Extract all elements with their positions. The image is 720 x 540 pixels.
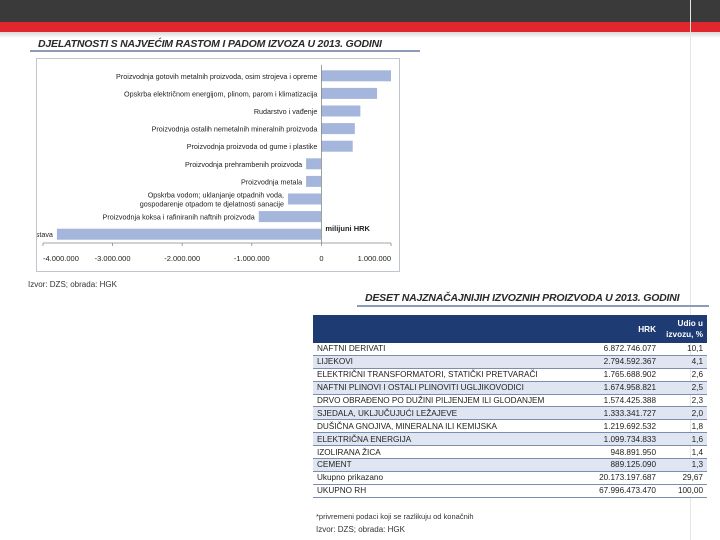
table-title: DESET NAJZNAČAJNIJIH IZVOZNIH PROIZVODA … — [365, 292, 680, 304]
cell-hrk: 20.173.197.687 — [566, 471, 660, 485]
category-label: Proizvodnja metala — [241, 177, 302, 186]
category-label: Opskrba vodom; uklanjanje otpadnih voda,… — [140, 191, 284, 209]
header-share: Udio u izvozu, % — [660, 315, 707, 343]
chart-title: DJELATNOSTI S NAJVEĆIM RASTOM I PADOM IZ… — [38, 38, 382, 50]
cell-share: 29,67 — [660, 471, 707, 485]
cell-product: CEMENT — [313, 458, 566, 472]
bar — [321, 105, 361, 117]
header-product — [313, 315, 566, 343]
cell-hrk: 1.765.688.902 — [566, 368, 660, 382]
cell-share: 1,4 — [660, 445, 707, 460]
slide-top-band — [0, 0, 720, 22]
cell-hrk: 1.333.341.727 — [566, 406, 660, 421]
cell-product: DRVO OBRAĐENO PO DUŽINI PILJENJEM ILI GL… — [313, 394, 566, 408]
unit-label: milijuni HRK — [325, 224, 370, 233]
bar — [306, 175, 322, 187]
table-row: IZOLIRANA ŽICA 948.891.950 1,4 — [313, 445, 707, 460]
category-label: Proizvodnja ostalih prijevoznih sredstav… — [37, 230, 53, 239]
table-row: Ukupno prikazano 20.173.197.687 29,67 — [313, 471, 707, 485]
table-row: NAFTNI PLINOVI I OSTALI PLINOVITI UGLJIK… — [313, 381, 707, 395]
cell-hrk: 67.996.473.470 — [566, 484, 660, 498]
bar — [56, 228, 322, 240]
cell-hrk: 889.125.090 — [566, 458, 660, 472]
cell-share: 2,0 — [660, 406, 707, 421]
export-products-table: HRK Udio u izvozu, % NAFTNI DERIVATI 6.87… — [313, 315, 707, 498]
x-tick-label: -1.000.000 — [234, 254, 270, 263]
bar — [258, 211, 322, 223]
cell-share: 2,6 — [660, 368, 707, 382]
cell-product: IZOLIRANA ŽICA — [313, 445, 566, 460]
x-tick-label: 1.000.000 — [358, 254, 391, 263]
table-body: NAFTNI DERIVATI 6.872.746.077 10,1 LIJEKOVI… — [313, 343, 707, 498]
cell-product: ELEKTRIČNA ENERGIJA — [313, 432, 566, 447]
table-row: CEMENT 889.125.090 1,3 — [313, 458, 707, 472]
cell-product: LIJEKOVI — [313, 355, 566, 369]
cell-product: Ukupno prikazano — [313, 471, 566, 485]
x-tick-label: -3.000.000 — [95, 254, 131, 263]
table-note: *privremeni podaci koji se razlikuju od … — [316, 512, 474, 521]
cell-hrk: 948.891.950 — [566, 445, 660, 460]
cell-share: 1,8 — [660, 419, 707, 434]
cell-hrk: 1.219.692.532 — [566, 419, 660, 434]
cell-product: NAFTNI PLINOVI I OSTALI PLINOVITI UGLJIK… — [313, 381, 566, 395]
bar-chart: Proizvodnja gotovih metalnih proizvoda, … — [37, 65, 392, 263]
category-label: Rudarstvo i vađenje — [254, 107, 318, 116]
chart-title-rule — [30, 50, 420, 52]
chart-source: Izvor: DZS; obrada: HGK — [28, 280, 117, 289]
header-hrk: HRK — [566, 315, 660, 343]
x-tick-label: -2.000.000 — [164, 254, 200, 263]
cell-hrk: 1.099.734.833 — [566, 432, 660, 447]
category-label: Proizvodnja proizvoda od gume i plastike — [187, 142, 318, 151]
cell-product: SJEDALA, UKLJUČUJUĆI LEŽAJEVE — [313, 406, 566, 421]
cell-hrk: 2.794.592.367 — [566, 355, 660, 369]
x-tick-label: 0 — [319, 254, 323, 263]
cell-product: UKUPNO RH — [313, 484, 566, 498]
category-label: Proizvodnja prehrambenih proizvoda — [185, 160, 302, 169]
bar-chart-frame: Proizvodnja gotovih metalnih proizvoda, … — [36, 58, 400, 272]
table-row: NAFTNI DERIVATI 6.872.746.077 10,1 — [313, 343, 707, 356]
slide-accent-band — [0, 22, 720, 32]
cell-product: DUŠIČNA GNOJIVA, MINERALNA ILI KEMIJSKA — [313, 419, 566, 434]
cell-share: 4,1 — [660, 355, 707, 369]
table-row: LIJEKOVI 2.794.592.367 4,1 — [313, 355, 707, 369]
table-title-rule — [357, 305, 709, 307]
cell-hrk: 6.872.746.077 — [566, 343, 660, 356]
table-row: DRVO OBRAĐENO PO DUŽINI PILJENJEM ILI GL… — [313, 394, 707, 408]
bar — [321, 70, 391, 82]
table-row: ELEKTRIČNA ENERGIJA 1.099.734.833 1,6 — [313, 432, 707, 447]
bar — [287, 193, 322, 205]
cell-share: 10,1 — [660, 343, 707, 356]
cell-share: 2,5 — [660, 381, 707, 395]
cell-product: ELEKTRIČNI TRANSFORMATORI, STATIČKI PRET… — [313, 368, 566, 382]
x-tick-label: -4.000.000 — [43, 254, 79, 263]
category-label: Proizvodnja gotovih metalnih proizvoda, … — [116, 72, 317, 81]
cell-hrk: 1.574.425.388 — [566, 394, 660, 408]
category-label: Opskrba električnom energijom, plinom, p… — [124, 89, 317, 98]
cell-share: 2,3 — [660, 394, 707, 408]
cell-product: NAFTNI DERIVATI — [313, 343, 566, 356]
category-label: Proizvodnja koksa i rafiniranih naftnih … — [103, 213, 255, 222]
bar — [321, 140, 353, 152]
table-row: SJEDALA, UKLJUČUJUĆI LEŽAJEVE 1.333.341.7… — [313, 406, 707, 421]
cell-share: 100,00 — [660, 484, 707, 498]
slide-band-shadow — [0, 32, 720, 38]
table-source: Izvor: DZS; obrada: HGK — [316, 525, 405, 534]
bar — [321, 123, 355, 135]
table-row: ELEKTRIČNI TRANSFORMATORI, STATIČKI PRET… — [313, 368, 707, 382]
category-label: Proizvodnja ostalih nemetalnih mineralni… — [152, 125, 318, 134]
bar — [321, 87, 378, 99]
table-row: DUŠIČNA GNOJIVA, MINERALNA ILI KEMIJSKA 1… — [313, 419, 707, 434]
cell-hrk: 1.674.958.821 — [566, 381, 660, 395]
cell-share: 1,3 — [660, 458, 707, 472]
table-row: UKUPNO RH 67.996.473.470 100,00 — [313, 484, 707, 498]
cell-share: 1,6 — [660, 432, 707, 447]
bar — [306, 158, 322, 170]
slide-edge-line — [690, 0, 691, 540]
table-header-row: HRK Udio u izvozu, % — [313, 315, 707, 343]
